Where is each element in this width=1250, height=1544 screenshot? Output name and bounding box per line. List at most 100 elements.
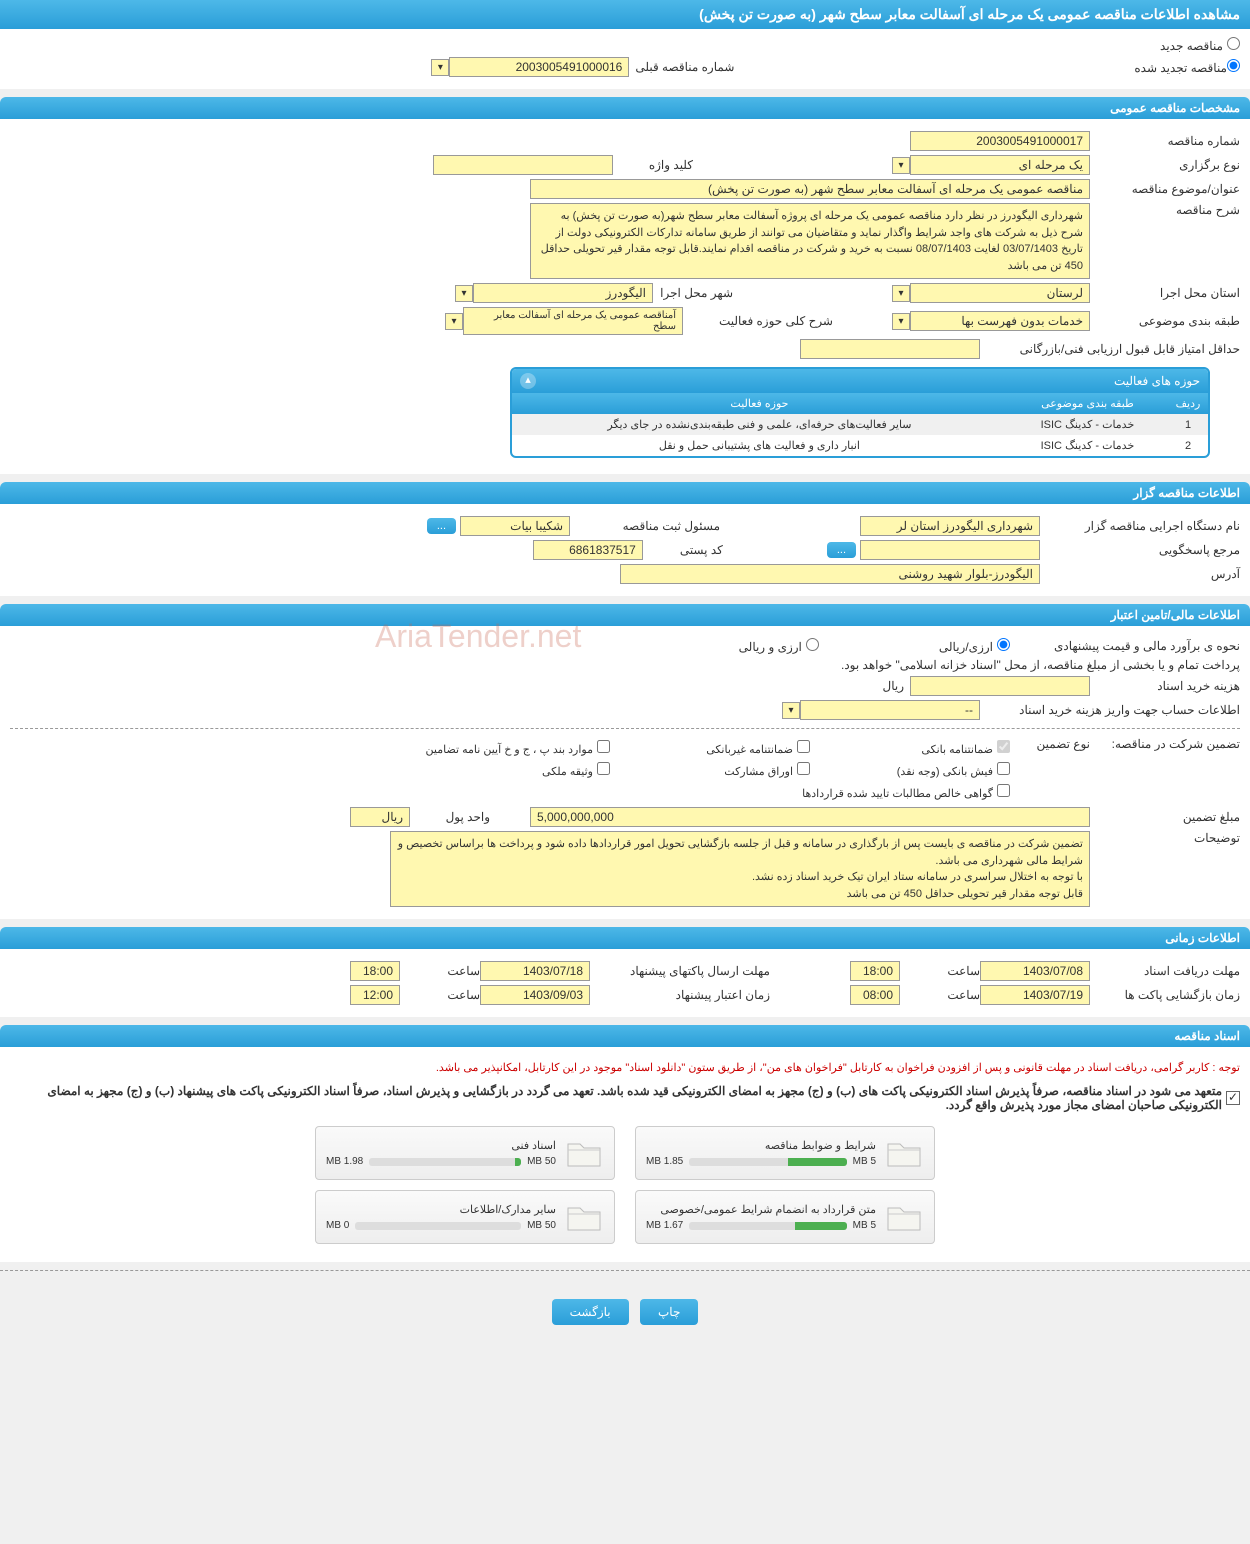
- opt1[interactable]: ارزی/ریالی: [939, 638, 1010, 654]
- chk-bank-guarantee[interactable]: ضمانتنامه بانکی: [810, 740, 1010, 756]
- chk-nonbank[interactable]: ضمانتنامه غیربانکی: [610, 740, 810, 756]
- doc-total: 5 MB: [853, 1156, 876, 1167]
- doc-card[interactable]: متن قرارداد به انضمام شرایط عمومی/خصوصی …: [635, 1190, 935, 1244]
- docfee-field[interactable]: [910, 676, 1090, 696]
- chk-receipt[interactable]: فیش بانکی (وجه نقد): [810, 762, 1010, 778]
- chk-items[interactable]: موارد بند پ ، ج و خ آیین نامه تضامین: [410, 740, 610, 756]
- tender-type-section: مناقصه جدید مناقصه تجدید شده شماره مناقص…: [0, 29, 1250, 89]
- back-button[interactable]: بازگشت: [552, 1299, 629, 1325]
- radio-renewed[interactable]: مناقصه تجدید شده: [1134, 59, 1240, 75]
- doc-card[interactable]: سایر مدارک/اطلاعات 50 MB 0 MB: [315, 1190, 615, 1244]
- province-field[interactable]: لرستان: [910, 283, 1090, 303]
- address-label: آدرس: [1040, 567, 1240, 581]
- print-button[interactable]: چاپ: [640, 1299, 698, 1325]
- hour-label2: ساعت: [400, 964, 480, 978]
- folder-icon: [564, 1197, 604, 1237]
- cell: خدمات - کدینگ ISIC: [1007, 414, 1168, 435]
- validity-label: زمان اعتبار پیشنهاد: [590, 988, 770, 1002]
- postal-label: کد پستی: [643, 543, 723, 557]
- type-dropdown[interactable]: ▾: [892, 157, 910, 174]
- address-field[interactable]: الیگودرز-بلوار شهید روشنی: [620, 564, 1040, 584]
- section-docs-body: توجه : کاربر گرامی، دریافت اسناد در مهلت…: [0, 1047, 1250, 1262]
- city-label: شهر محل اجرا: [653, 286, 733, 300]
- chk-label: فیش بانکی (وجه نقد): [897, 766, 993, 778]
- inquiry-more-button[interactable]: ...: [827, 542, 856, 558]
- chk-label: ضمانتنامه غیربانکی: [706, 744, 793, 756]
- activity-table-wrap: حوزه های فعالیت ▴ ردیف طبقه بندی موضوعی …: [510, 367, 1210, 458]
- scope-dropdown[interactable]: ▾: [445, 313, 463, 330]
- payment-note: پرداخت تمام و یا بخشی از مبلغ مناقصه، از…: [10, 658, 1240, 672]
- cell: سایر فعالیت‌های حرفه‌ای، علمی و فنی طبقه…: [512, 414, 1007, 435]
- number-label: شماره مناقصه: [1090, 134, 1240, 148]
- chk-label: موارد بند پ ، ج و خ آیین نامه تضامین: [426, 744, 593, 756]
- amount-field[interactable]: 5,000,000,000: [530, 807, 1090, 827]
- send-env-date: 1403/07/18: [480, 961, 590, 981]
- reg-officer-field: شکیبا بیات: [460, 516, 570, 536]
- doc-card[interactable]: شرایط و ضوابط مناقصه 5 MB 1.85 MB: [635, 1126, 935, 1180]
- validity-date: 1403/09/03: [480, 985, 590, 1005]
- chk-deed[interactable]: وثیقه ملکی: [410, 762, 610, 778]
- scope-field[interactable]: آمناقصه عمومی یک مرحله ای آسفالت معابر س…: [463, 307, 683, 335]
- chk-label: گواهی خالص مطالبات تایید شده قراردادها: [802, 788, 993, 800]
- reg-officer-label: مسئول ثبت مناقصه: [570, 519, 720, 533]
- folder-icon: [564, 1133, 604, 1173]
- chk-label: ضمانتنامه بانکی: [921, 744, 993, 756]
- col-cat: طبقه بندی موضوعی: [1007, 393, 1168, 414]
- doc-title: اسناد فنی: [326, 1139, 556, 1152]
- chk-label: وثیقه ملکی: [542, 766, 593, 778]
- section-general-body: شماره مناقصه 2003005491000017 نوع برگزار…: [0, 119, 1250, 474]
- folder-icon: [884, 1133, 924, 1173]
- desc-field[interactable]: شهرداری الیگودرز در نظر دارد مناقصه عموم…: [530, 203, 1090, 279]
- open-env-time: 08:00: [850, 985, 900, 1005]
- inquiry-field[interactable]: [860, 540, 1040, 560]
- postal-field: 6861837517: [533, 540, 643, 560]
- receive-docs-label: مهلت دریافت اسناد: [1090, 964, 1240, 978]
- desc-label: شرح مناقصه: [1090, 203, 1240, 217]
- separator: [0, 1270, 1250, 1271]
- explain-field[interactable]: تضمین شرکت در مناقصه ی بایست پس از بارگذ…: [390, 831, 1090, 907]
- amount-label: مبلغ تضمین: [1090, 810, 1240, 824]
- activity-table-title: حوزه های فعالیت: [1114, 374, 1200, 388]
- folder-icon: [884, 1197, 924, 1237]
- title-field[interactable]: مناقصه عمومی یک مرحله ای آسفالت معابر سط…: [530, 179, 1090, 199]
- doc-card[interactable]: اسناد فنی 50 MB 1.98 MB: [315, 1126, 615, 1180]
- cell: خدمات - کدینگ ISIC: [1007, 435, 1168, 456]
- docfee-label: هزینه خرید اسناد: [1090, 679, 1240, 693]
- section-financial-header: اطلاعات مالی/تامین اعتبار: [0, 604, 1250, 626]
- more-button[interactable]: ...: [427, 518, 456, 534]
- type-label: نوع برگزاری: [1090, 158, 1240, 172]
- doc-total: 50 MB: [527, 1220, 556, 1231]
- account-dropdown[interactable]: ▾: [782, 702, 800, 719]
- type-field[interactable]: یک مرحله ای: [910, 155, 1090, 175]
- inquiry-label: مرجع پاسخگویی: [1040, 543, 1240, 557]
- open-env-date: 1403/07/19: [980, 985, 1090, 1005]
- opt2[interactable]: ارزی و ریالی: [739, 638, 819, 654]
- unit-label: واحد پول: [410, 810, 490, 824]
- hour-label4: ساعت: [400, 988, 480, 1002]
- radio-new[interactable]: مناقصه جدید: [1160, 39, 1240, 53]
- opt2-label: ارزی و ریالی: [739, 640, 802, 654]
- doc-title: شرایط و ضوابط مناقصه: [646, 1139, 876, 1152]
- cell: 1: [1168, 414, 1208, 435]
- category-dropdown[interactable]: ▾: [892, 313, 910, 330]
- opt1-label: ارزی/ریالی: [939, 640, 993, 654]
- commitment-check: [1226, 1091, 1240, 1105]
- keyword-field[interactable]: [433, 155, 613, 175]
- org-field: شهرداری الیگودرز استان لر: [860, 516, 1040, 536]
- send-env-time: 18:00: [350, 961, 400, 981]
- col-field: حوزه فعالیت: [512, 393, 1007, 414]
- chk-bonds[interactable]: اوراق مشارکت: [610, 762, 810, 778]
- minscore-field[interactable]: [800, 339, 980, 359]
- hour-label3: ساعت: [900, 988, 980, 1002]
- city-dropdown[interactable]: ▾: [455, 285, 473, 302]
- account-field[interactable]: --: [800, 700, 980, 720]
- city-field[interactable]: الیگودرز: [473, 283, 653, 303]
- prev-number-dropdown[interactable]: ▾: [431, 59, 449, 76]
- note-red: توجه : کاربر گرامی، دریافت اسناد در مهلت…: [10, 1061, 1240, 1074]
- collapse-icon[interactable]: ▴: [520, 373, 536, 389]
- chk-claims[interactable]: گواهی خالص مطالبات تایید شده قراردادها: [610, 784, 1010, 800]
- category-field[interactable]: خدمات بدون فهرست بها: [910, 311, 1090, 331]
- province-dropdown[interactable]: ▾: [892, 285, 910, 302]
- guarantee-label: تضمین شرکت در مناقصه:: [1090, 737, 1240, 751]
- activity-table: ردیف طبقه بندی موضوعی حوزه فعالیت 1 خدما…: [512, 393, 1208, 456]
